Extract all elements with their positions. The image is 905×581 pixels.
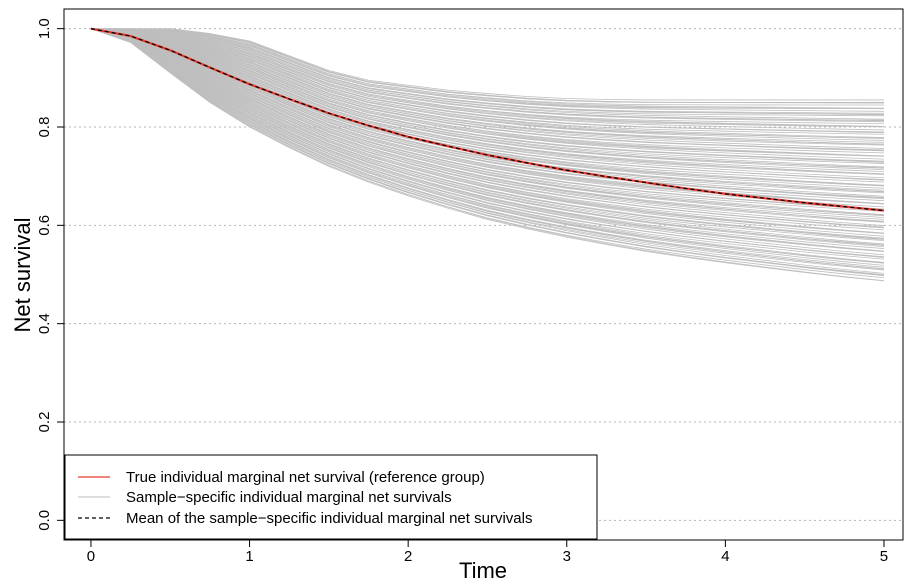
sample-curve xyxy=(90,28,884,122)
sample-curve xyxy=(90,28,885,237)
sample-curve xyxy=(90,28,885,264)
legend: True individual marginal net survival (r… xyxy=(64,454,598,540)
sample-curve xyxy=(90,28,885,274)
sample-curve xyxy=(90,28,884,205)
sample-curves xyxy=(90,28,885,282)
sample-curve xyxy=(90,28,885,252)
sample-curve xyxy=(90,28,884,127)
sample-curve xyxy=(90,28,885,245)
sample-curve xyxy=(90,28,885,258)
sample-curve xyxy=(90,28,884,218)
sample-curve xyxy=(90,28,884,168)
mean-survival-line xyxy=(90,28,885,212)
sample-curve xyxy=(90,28,884,141)
sample-curve xyxy=(90,28,884,169)
sample-curve xyxy=(90,28,884,112)
sample-curve xyxy=(90,28,884,204)
sample-curve xyxy=(90,28,884,181)
sample-curve xyxy=(90,28,884,157)
sample-curve xyxy=(90,28,884,186)
sample-curve xyxy=(90,28,884,200)
sample-curve xyxy=(90,28,885,276)
sample-curve xyxy=(90,28,884,134)
sample-curve xyxy=(90,28,884,149)
y-tick-label-4: 0.8 xyxy=(36,117,53,138)
plot-area-border xyxy=(63,8,904,541)
sample-curve xyxy=(90,28,884,175)
x-tick-label-4: 4 xyxy=(721,548,729,565)
sample-curve xyxy=(90,28,884,116)
sample-curve xyxy=(90,28,884,187)
sample-curve xyxy=(90,28,884,229)
sample-curve xyxy=(90,28,884,131)
sample-curve xyxy=(90,28,885,277)
sample-curve xyxy=(90,28,884,160)
sample-curve xyxy=(90,28,885,282)
y-tick-label-2: 0.4 xyxy=(36,313,53,334)
legend-label-true: True individual marginal net survival (r… xyxy=(126,469,485,486)
sample-curve xyxy=(90,28,884,139)
sample-curve xyxy=(90,28,884,211)
x-tick-label-2: 2 xyxy=(404,548,412,565)
sample-curve xyxy=(90,28,884,109)
sample-curve xyxy=(90,28,885,240)
sample-curve xyxy=(90,28,885,246)
sample-curve xyxy=(90,28,884,199)
legend-label-sample: Sample−specific individual marginal net … xyxy=(126,489,452,506)
sample-curve xyxy=(90,28,884,179)
legend-box xyxy=(64,454,598,540)
sample-curve xyxy=(90,28,884,110)
sample-curve xyxy=(90,28,884,226)
sample-curve xyxy=(90,28,884,123)
sample-curve xyxy=(90,28,884,127)
axes: 0 1 2 3 4 5 0.0 0.2 0.4 0.6 0.8 1.0 xyxy=(36,18,888,565)
sample-curve xyxy=(90,28,884,216)
sample-curve xyxy=(90,28,884,101)
x-axis-title: Time xyxy=(459,558,507,581)
sample-curve xyxy=(90,28,884,152)
sample-curve xyxy=(90,28,885,256)
sample-curve xyxy=(90,28,884,163)
sample-curve xyxy=(90,28,884,145)
y-tick-label-3: 0.6 xyxy=(36,215,53,236)
sample-curve xyxy=(90,28,885,263)
sample-curve xyxy=(90,28,884,104)
x-tick-label-1: 1 xyxy=(245,548,253,565)
y-tick-label-5: 1.0 xyxy=(36,18,53,39)
y-tick-label-0: 0.0 xyxy=(36,510,53,531)
x-tick-label-3: 3 xyxy=(563,548,571,565)
sample-curve xyxy=(90,28,885,266)
sample-curve xyxy=(90,28,884,217)
sample-curve xyxy=(90,28,884,120)
sample-curve xyxy=(90,28,884,234)
legend-label-mean: Mean of the sample−specific individual m… xyxy=(126,510,532,527)
y-axis-title: Net survival xyxy=(10,218,35,333)
sample-curve xyxy=(90,28,884,222)
sample-curve xyxy=(90,28,885,282)
sample-curve xyxy=(90,28,884,151)
x-tick-label-0: 0 xyxy=(87,548,95,565)
y-tick-label-1: 0.2 xyxy=(36,412,53,433)
sample-curve xyxy=(90,28,884,138)
x-tick-label-5: 5 xyxy=(880,548,888,565)
sample-curve xyxy=(90,28,885,248)
sample-curve xyxy=(90,28,884,197)
sample-curve xyxy=(90,28,885,234)
sample-curve xyxy=(90,28,885,270)
mean-curves xyxy=(90,27,885,212)
sample-curve xyxy=(90,28,884,157)
sample-curve xyxy=(90,28,884,170)
